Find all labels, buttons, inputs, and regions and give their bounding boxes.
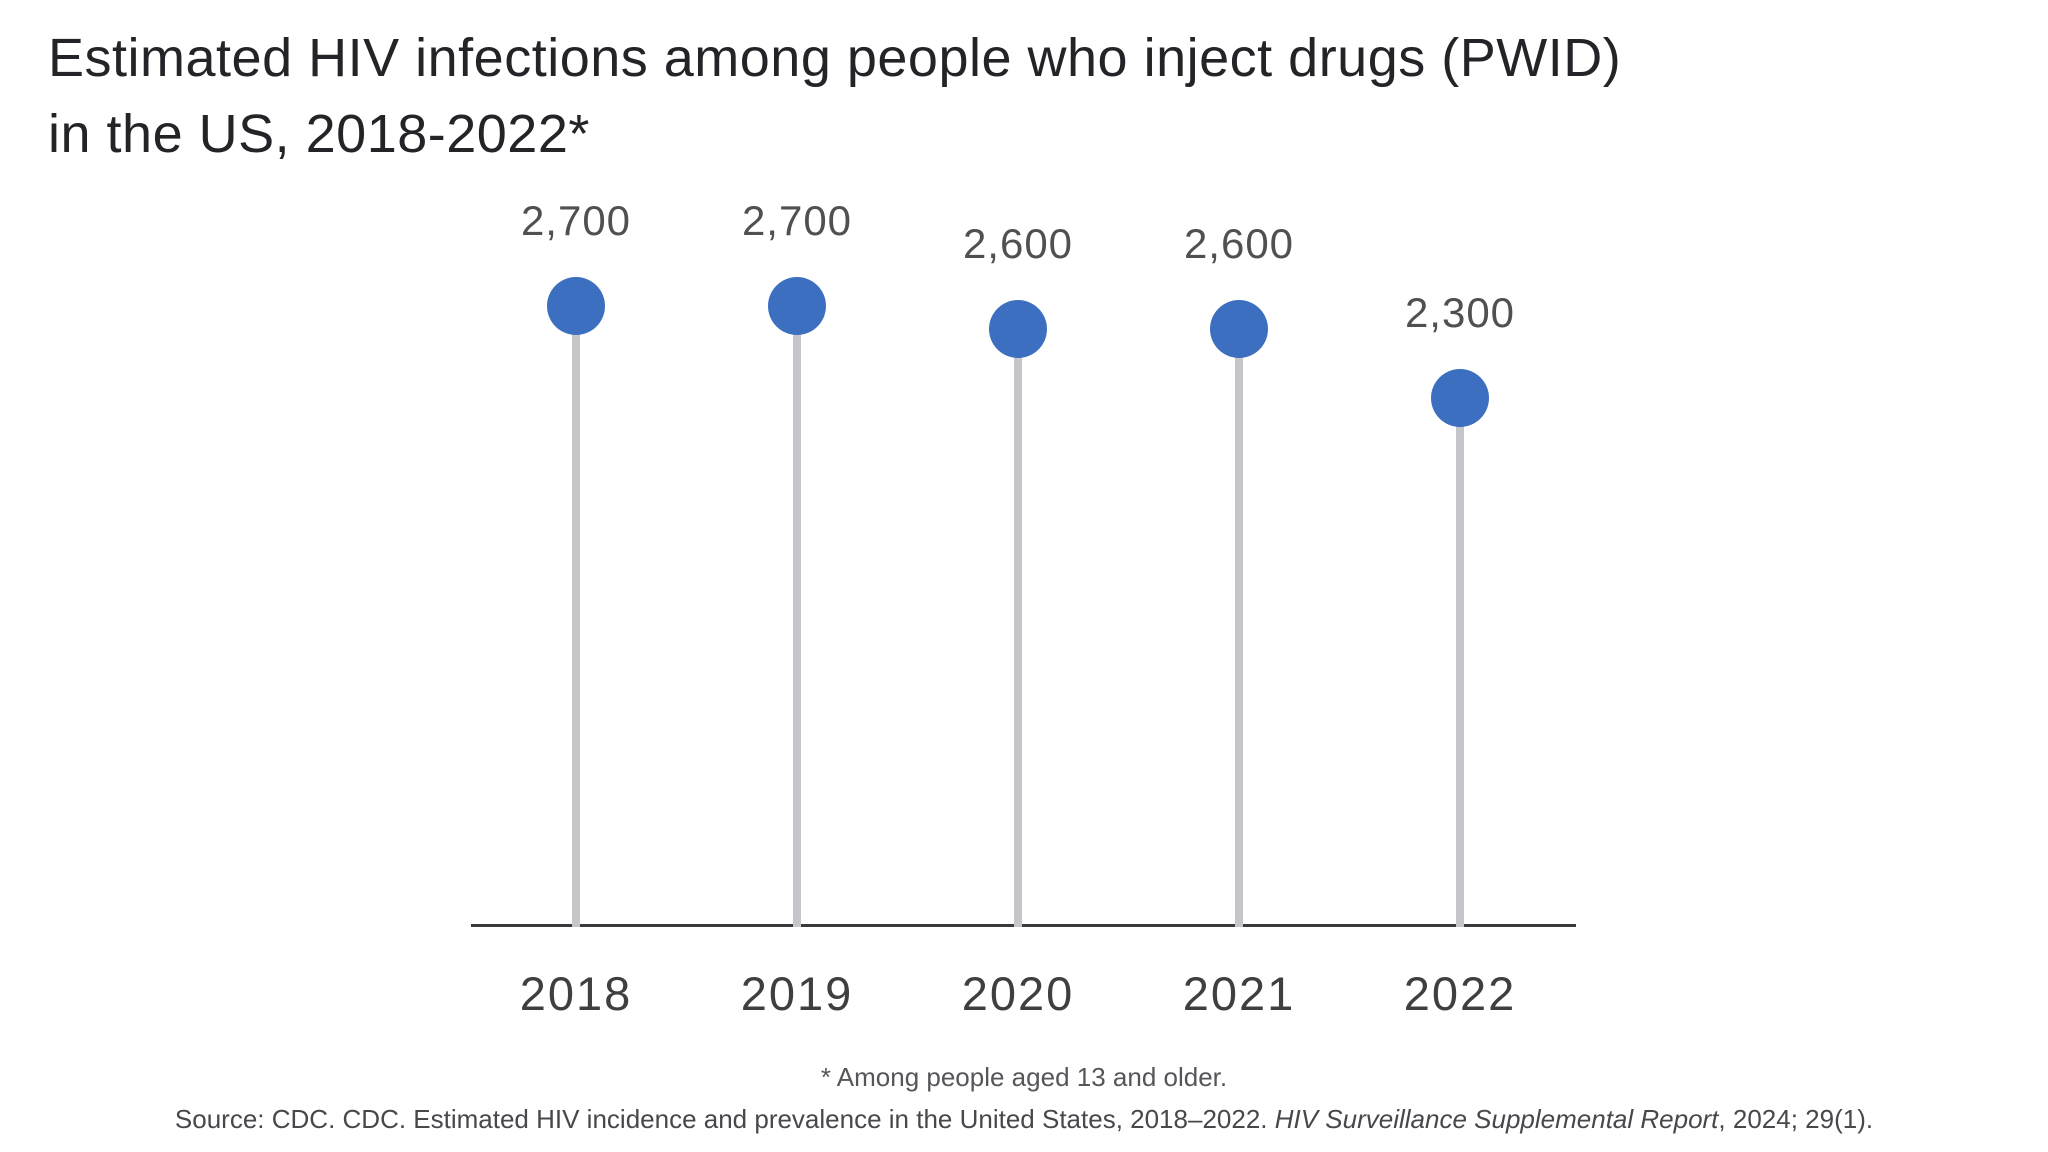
value-label-2018: 2,700 xyxy=(520,197,632,244)
chart-title: Estimated HIV infections among people wh… xyxy=(48,20,1621,172)
source-text: Source: CDC. CDC. Estimated HIV incidenc… xyxy=(174,1104,1275,1134)
data-point-dot-2022 xyxy=(1431,369,1489,427)
stem-line xyxy=(1456,398,1464,927)
x-tick-label-2022: 2022 xyxy=(1403,967,1517,1020)
value-label-2021: 2,600 xyxy=(1183,220,1295,267)
source-citation: Source: CDC. CDC. Estimated HIV incidenc… xyxy=(0,1102,2048,1136)
data-point-dot-2018 xyxy=(547,277,605,335)
source-report-title: HIV Surveillance Supplemental Report xyxy=(1274,1104,1719,1134)
data-point-dot-2021 xyxy=(1210,300,1268,358)
chart-title-line-2: in the US, 2018-2022* xyxy=(48,104,590,164)
value-label-2022: 2,300 xyxy=(1404,289,1516,336)
stem-line xyxy=(1235,329,1243,927)
source-text: , 2024; 29(1). xyxy=(1718,1104,1874,1134)
x-tick-label-2021: 2021 xyxy=(1182,967,1296,1020)
stem-line xyxy=(793,306,801,927)
x-tick-label-2019: 2019 xyxy=(740,967,854,1020)
x-axis-line xyxy=(471,924,1576,927)
x-tick-label-2018: 2018 xyxy=(519,967,633,1020)
x-tick-label-2020: 2020 xyxy=(961,967,1075,1020)
data-point-dot-2020 xyxy=(989,300,1047,358)
stem-line xyxy=(1014,329,1022,927)
chart-footnote: * Among people aged 13 and older. xyxy=(820,1062,1228,1092)
chart-title-line-1: Estimated HIV infections among people wh… xyxy=(48,28,1622,88)
value-label-2020: 2,600 xyxy=(962,220,1074,267)
value-label-2019: 2,700 xyxy=(741,197,853,244)
data-point-dot-2019 xyxy=(768,277,826,335)
stem-line xyxy=(572,306,580,927)
